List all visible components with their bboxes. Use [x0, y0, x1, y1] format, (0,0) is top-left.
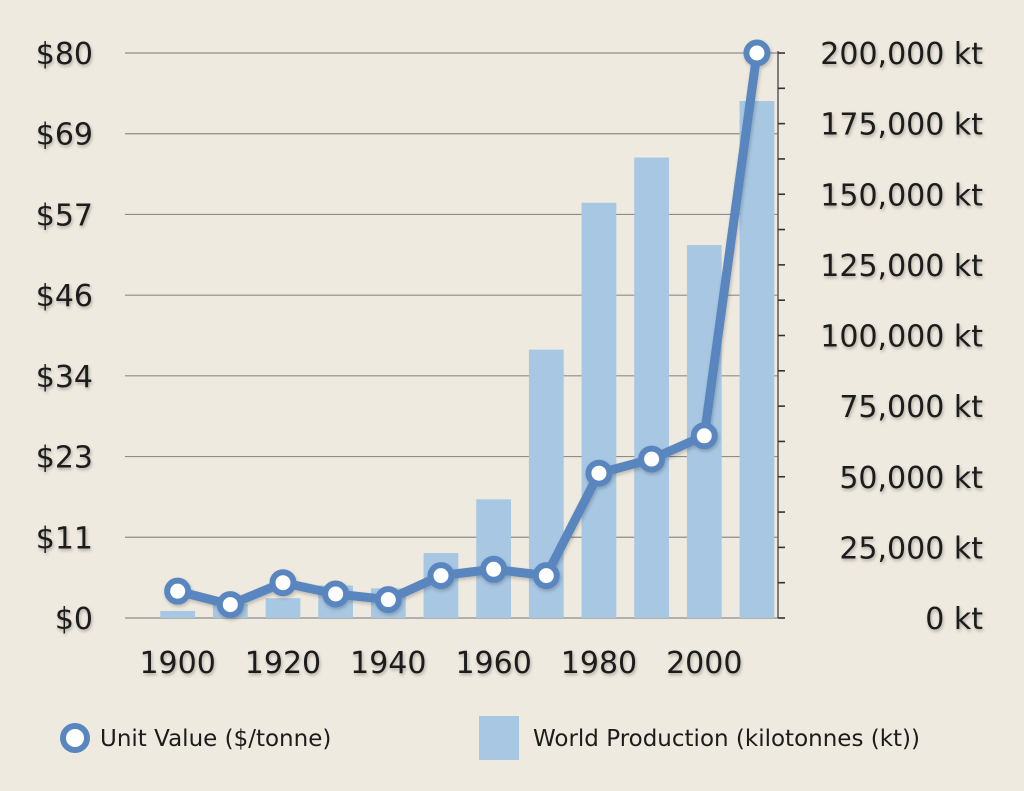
right-axis-tick-label: 125,000 kt [820, 249, 983, 284]
unit-value-point [427, 562, 455, 590]
x-axis-tick-label: 1960 [455, 646, 531, 681]
bar [265, 598, 301, 618]
x-axis-tick-label: 1900 [139, 646, 215, 681]
unit-value-point [216, 591, 244, 619]
axes [777, 51, 785, 619]
bar [634, 157, 669, 618]
legend-label-unit-value: Unit Value ($/tonne) [100, 726, 331, 752]
left-axis-tick-label: $57 [36, 198, 93, 233]
right-axis-tick-label: 0 kt [925, 602, 983, 637]
gridlines [125, 52, 778, 619]
unit-value-point [532, 562, 560, 590]
bar [739, 101, 775, 618]
unit-value-point [638, 445, 666, 473]
legend-label-production: World Production (kilotonnes (kt)) [533, 726, 920, 752]
right-axis-tick-label: 50,000 kt [839, 461, 983, 496]
right-axis-labels: 0 kt 25,000 kt 50,000 kt 75,000 kt 100,000 k… [820, 37, 983, 637]
right-axis-tick-label: 100,000 kt [820, 320, 983, 355]
legend-marker-unit-value [60, 723, 90, 753]
left-axis-tick-label: $46 [36, 279, 93, 314]
production-bars [160, 101, 775, 618]
x-axis-labels: 1900 1920 1940 1960 1980 2000 [139, 646, 742, 681]
unit-value-point [322, 580, 350, 608]
left-axis-tick-label: $11 [36, 521, 93, 556]
unit-value-point [164, 577, 192, 605]
unit-value-point [743, 39, 771, 67]
left-axis-tick-label: $69 [36, 118, 93, 153]
unit-value-series-line [173, 48, 762, 610]
left-axis-tick-label: $34 [36, 360, 93, 395]
bar [581, 202, 617, 618]
left-axis-tick-label: $80 [36, 37, 93, 72]
right-axis-tick-label: 150,000 kt [820, 178, 983, 213]
right-axis-tick-label: 75,000 kt [839, 390, 983, 425]
right-axis-tick-label: 200,000 kt [820, 37, 983, 72]
unit-value-point [480, 555, 508, 583]
unit-value-point [690, 422, 718, 450]
right-axis-tick-label: 175,000 kt [820, 108, 983, 143]
right-axis-tick-label: 25,000 kt [839, 531, 983, 566]
x-axis-tick-label: 1940 [350, 646, 426, 681]
x-axis-tick-label: 2000 [666, 646, 742, 681]
legend-swatch-production [479, 716, 519, 760]
bar [160, 610, 196, 618]
legend: Unit Value ($/tonne) World Production (ki… [60, 716, 920, 760]
unit-value-point [374, 586, 402, 614]
left-axis-tick-label: $23 [36, 441, 93, 476]
unit-value-point [585, 459, 613, 487]
left-axis-labels: $0 $11 $23 $34 $46 $57 $69 $80 [36, 37, 93, 637]
unit-value-point [269, 569, 297, 597]
left-axis-tick-label: $0 [55, 602, 93, 637]
unit-value-line [164, 39, 771, 619]
x-axis-tick-label: 1920 [245, 646, 321, 681]
x-axis-tick-label: 1980 [561, 646, 637, 681]
